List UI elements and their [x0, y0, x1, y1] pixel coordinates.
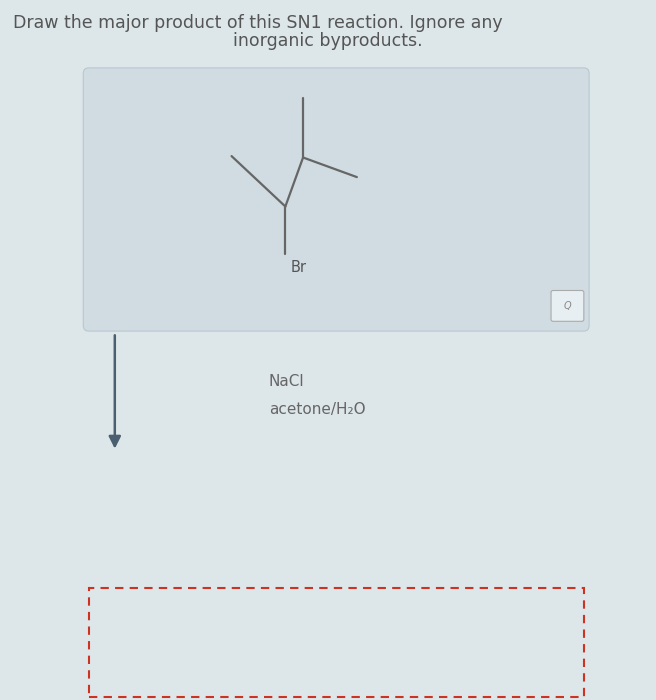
- Text: inorganic byproducts.: inorganic byproducts.: [233, 32, 423, 50]
- Text: NaCl: NaCl: [269, 374, 304, 389]
- FancyBboxPatch shape: [83, 68, 589, 331]
- FancyBboxPatch shape: [551, 290, 584, 321]
- Text: Draw the major product of this SN1 reaction. Ignore any: Draw the major product of this SN1 react…: [13, 14, 502, 32]
- Text: Br: Br: [291, 260, 306, 274]
- Text: acetone/H₂O: acetone/H₂O: [269, 402, 365, 417]
- Bar: [89, 588, 584, 696]
- Text: Q: Q: [564, 301, 571, 311]
